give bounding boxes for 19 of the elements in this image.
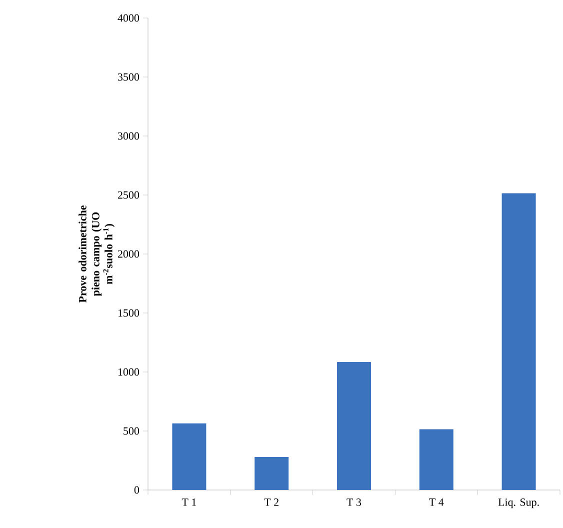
- bar: [419, 429, 454, 490]
- bar: [337, 362, 371, 490]
- y-tick-label: 2000: [118, 250, 140, 258]
- y-tick-label: 1500: [118, 309, 140, 317]
- bar: [172, 423, 206, 490]
- y-tick-label: 500: [124, 427, 140, 435]
- y-tick-label: 3500: [118, 73, 140, 81]
- x-tick-label: T 1: [182, 498, 196, 506]
- x-tick-label: Liq. Sup.: [498, 498, 539, 508]
- x-tick-label: T 3: [346, 498, 362, 506]
- bar: [254, 456, 289, 490]
- x-tick-label: T 4: [429, 498, 444, 506]
- bar: [502, 193, 536, 490]
- x-tick-label: T 2: [264, 498, 278, 506]
- y-tick-label: 1000: [118, 368, 140, 376]
- y-tick-label: 2500: [118, 191, 140, 199]
- y-tick-label: 4000: [118, 14, 140, 22]
- y-tick-label: 0: [134, 486, 140, 494]
- y-tick-label: 3000: [118, 132, 140, 140]
